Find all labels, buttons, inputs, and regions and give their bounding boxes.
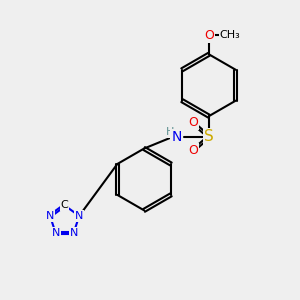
- Text: N: N: [51, 228, 60, 238]
- Text: O: O: [188, 116, 198, 129]
- Text: O: O: [204, 29, 214, 42]
- Text: N: N: [69, 228, 78, 238]
- Text: S: S: [204, 129, 214, 144]
- Text: N: N: [75, 211, 83, 221]
- Text: O: O: [188, 144, 198, 158]
- Text: C: C: [61, 200, 68, 210]
- Text: CH₃: CH₃: [220, 30, 241, 40]
- Text: H: H: [166, 127, 174, 137]
- Text: N: N: [46, 211, 54, 221]
- Text: N: N: [171, 130, 182, 144]
